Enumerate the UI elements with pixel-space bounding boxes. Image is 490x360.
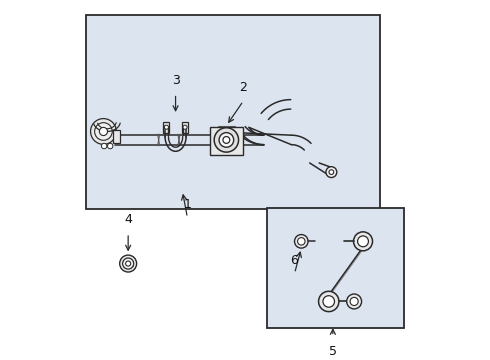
Circle shape	[318, 291, 339, 312]
Circle shape	[99, 127, 107, 135]
Text: 4: 4	[124, 213, 132, 226]
Circle shape	[223, 136, 230, 143]
Circle shape	[107, 143, 113, 149]
Bar	[163, 122, 170, 132]
Circle shape	[101, 143, 107, 149]
Text: 6: 6	[291, 254, 298, 267]
Bar	[86, 15, 380, 210]
Circle shape	[95, 123, 112, 140]
Text: 5: 5	[329, 345, 337, 358]
Circle shape	[183, 125, 187, 129]
Circle shape	[219, 132, 234, 147]
Circle shape	[165, 125, 169, 129]
Circle shape	[329, 170, 334, 175]
Circle shape	[323, 296, 335, 307]
Circle shape	[297, 238, 305, 245]
Bar	[210, 127, 243, 155]
Circle shape	[91, 118, 116, 144]
Bar	[113, 130, 121, 143]
Circle shape	[326, 167, 337, 177]
Circle shape	[358, 236, 368, 247]
Circle shape	[347, 294, 362, 309]
Circle shape	[350, 297, 358, 306]
Circle shape	[125, 261, 131, 266]
Bar	[267, 208, 404, 328]
Circle shape	[214, 128, 239, 152]
Text: 3: 3	[172, 74, 179, 87]
Circle shape	[354, 232, 372, 251]
Bar	[182, 122, 188, 132]
Text: 1: 1	[183, 198, 192, 211]
Circle shape	[122, 258, 134, 269]
Text: 2: 2	[240, 81, 247, 94]
Circle shape	[294, 235, 308, 248]
Circle shape	[120, 255, 137, 272]
